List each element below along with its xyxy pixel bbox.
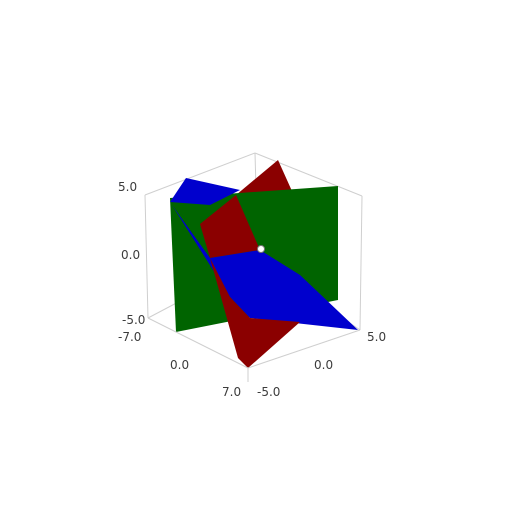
left-depth-tick-label: -7.0 xyxy=(118,330,141,344)
right-depth-tick-label: 5.0 xyxy=(367,330,386,344)
red-plane-front xyxy=(200,195,260,258)
vertical-tick-label: 0.0 xyxy=(121,248,140,262)
right-depth-tick-label: 0.0 xyxy=(314,358,333,372)
vertical-axis-ticks: 5.0 0.0 -5.0 xyxy=(118,180,145,327)
box-edge xyxy=(147,317,249,369)
left-depth-tick-label: 0.0 xyxy=(170,358,189,372)
box-edge xyxy=(144,194,149,319)
planes-group xyxy=(170,160,358,368)
bounding-box-front xyxy=(147,317,361,382)
vertical-tick-label: 5.0 xyxy=(118,180,137,194)
blue-plane-upper xyxy=(170,178,240,205)
left-depth-axis-ticks: -7.0 0.0 7.0 xyxy=(118,330,241,399)
box-edge xyxy=(359,195,363,331)
red-plane-lower xyxy=(210,258,300,368)
vertical-tick-label: -5.0 xyxy=(122,313,145,327)
blue-plane-main xyxy=(172,205,358,330)
left-depth-tick-label: 7.0 xyxy=(222,385,241,399)
right-depth-axis-ticks: -5.0 0.0 5.0 xyxy=(257,330,386,399)
box-edge xyxy=(144,152,256,196)
intersection-point-marker xyxy=(257,245,265,253)
right-depth-tick-label: -5.0 xyxy=(257,385,280,399)
box-edge xyxy=(254,152,363,197)
box-edge xyxy=(247,329,361,369)
